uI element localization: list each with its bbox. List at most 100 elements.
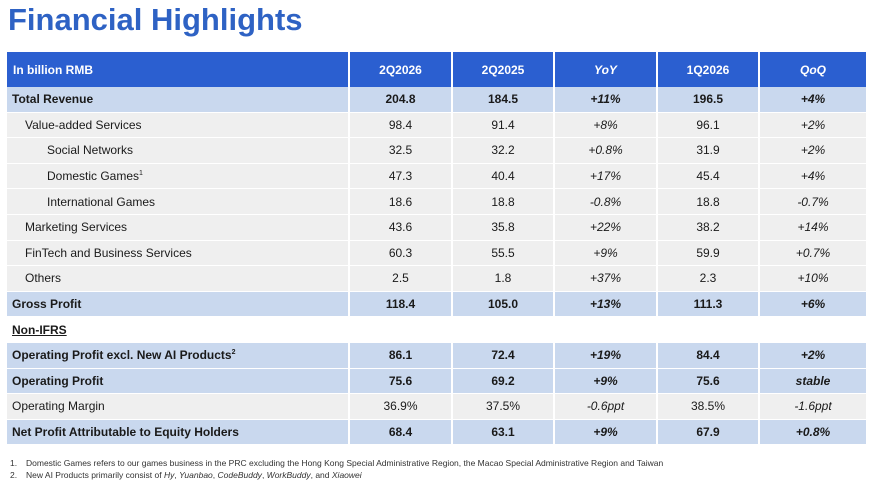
cell-1q2026: 67.9 [657,419,760,446]
cell-2q2026: 60.3 [349,240,453,267]
table-header-row: In billion RMB 2Q2026 2Q2025 YoY 1Q2026 … [7,52,866,87]
footnote-text: Domestic Games refers to our games busin… [26,458,664,468]
header-1q2026: 1Q2026 [657,52,760,87]
cell-1q2026: 31.9 [657,137,760,164]
row-label: Value-added Services [7,112,350,139]
row-label: Marketing Services [7,214,350,241]
cell-yoy: +9% [554,240,658,267]
cell-2q2025: 37.5% [452,393,555,420]
cell-qoq: +2% [759,112,866,139]
cell-yoy: +19% [554,342,658,369]
header-2q2026: 2Q2026 [349,52,453,87]
row-label: International Games [7,188,350,215]
section-label: Non-IFRS [7,316,350,343]
row-label: Operating Margin [7,393,350,420]
row-label: FinTech and Business Services [7,240,350,267]
section-non-ifrs: Non-IFRS [7,316,866,343]
row-domestic-games: Domestic Games1 47.3 40.4 +17% 45.4 +4% [7,163,866,190]
empty-cell [657,316,760,343]
product-codebuddy: CodeBuddy [217,470,262,480]
cell-yoy: +11% [554,87,658,113]
cell-2q2026: 47.3 [349,163,453,190]
cell-yoy: +9% [554,368,658,395]
cell-yoy: -0.8% [554,188,658,215]
cell-qoq: +10% [759,265,866,292]
cell-yoy: +13% [554,291,658,318]
cell-2q2025: 18.8 [452,188,555,215]
row-international-games: International Games 18.6 18.8 -0.8% 18.8… [7,188,866,215]
cell-1q2026: 45.4 [657,163,760,190]
cell-2q2025: 72.4 [452,342,555,369]
cell-yoy: +17% [554,163,658,190]
cell-2q2026: 32.5 [349,137,453,164]
cell-1q2026: 38.2 [657,214,760,241]
cell-1q2026: 2.3 [657,265,760,292]
cell-qoq: +0.7% [759,240,866,267]
cell-2q2026: 118.4 [349,291,453,318]
footnote-number: 2. [10,470,18,480]
cell-yoy: +8% [554,112,658,139]
row-total-revenue: Total Revenue 204.8 184.5 +11% 196.5 +4% [7,87,866,113]
cell-1q2026: 18.8 [657,188,760,215]
row-label-text: Domestic Games [47,169,140,184]
cell-qoq: -1.6ppt [759,393,866,420]
header-qoq: QoQ [759,52,866,87]
cell-2q2025: 63.1 [452,419,555,446]
cell-2q2025: 40.4 [452,163,555,190]
page-title: Financial Highlights [8,2,303,37]
row-label: Others [7,265,350,292]
product-hy: Hy [163,470,175,480]
empty-cell [349,316,453,343]
cell-2q2025: 35.8 [452,214,555,241]
footnote-2: 2. New AI Products primarily consist of H… [10,470,362,480]
product-yuanbao: Yuanbao [179,470,213,480]
header-yoy: YoY [554,52,658,87]
cell-2q2026: 98.4 [349,112,453,139]
cell-2q2025: 184.5 [452,87,555,113]
row-social-networks: Social Networks 32.5 32.2 +0.8% 31.9 +2% [7,137,866,164]
footnote-ref-1: 1 [139,170,143,178]
cell-qoq: +2% [759,342,866,369]
row-operating-margin: Operating Margin 36.9% 37.5% -0.6ppt 38.… [7,393,866,420]
row-label: Total Revenue [7,87,350,113]
cell-2q2026: 2.5 [349,265,453,292]
cell-yoy: +0.8% [554,137,658,164]
cell-2q2026: 36.9% [349,393,453,420]
header-2q2025: 2Q2025 [452,52,555,87]
row-others: Others 2.5 1.8 +37% 2.3 +10% [7,265,866,292]
cell-1q2026: 38.5% [657,393,760,420]
footnote-1: 1. Domestic Games refers to our games bus… [10,458,663,468]
cell-yoy: +9% [554,419,658,446]
cell-2q2026: 68.4 [349,419,453,446]
header-unit: In billion RMB [7,52,350,87]
row-fintech-business-services: FinTech and Business Services 60.3 55.5 … [7,240,866,267]
row-label: Gross Profit [7,291,350,318]
cell-1q2026: 75.6 [657,368,760,395]
empty-cell [554,316,658,343]
footnote-text: New AI Products primarily consist of [26,470,164,480]
cell-qoq: -0.7% [759,188,866,215]
separator: , [261,470,267,480]
cell-qoq: +0.8% [759,419,866,446]
row-net-profit: Net Profit Attributable to Equity Holder… [7,419,866,446]
cell-yoy: -0.6ppt [554,393,658,420]
row-label: Social Networks [7,137,350,164]
cell-1q2026: 96.1 [657,112,760,139]
cell-1q2026: 59.9 [657,240,760,267]
product-workbuddy: WorkBuddy [266,470,311,480]
footnote-number: 1. [10,458,18,468]
row-label: Operating Profit excl. New AI Products2 [7,342,350,369]
cell-2q2026: 18.6 [349,188,453,215]
cell-2q2025: 69.2 [452,368,555,395]
row-gross-profit: Gross Profit 118.4 105.0 +13% 111.3 +6% [7,291,866,318]
empty-cell [452,316,555,343]
row-operating-profit-excl-ai: Operating Profit excl. New AI Products2 … [7,342,866,369]
cell-1q2026: 196.5 [657,87,760,113]
row-marketing-services: Marketing Services 43.6 35.8 +22% 38.2 +… [7,214,866,241]
cell-2q2025: 105.0 [452,291,555,318]
row-operating-profit: Operating Profit 75.6 69.2 +9% 75.6 stab… [7,368,866,395]
cell-qoq: stable [759,368,866,395]
separator: , and [310,470,332,480]
separator: , [174,470,180,480]
cell-2q2025: 32.2 [452,137,555,164]
